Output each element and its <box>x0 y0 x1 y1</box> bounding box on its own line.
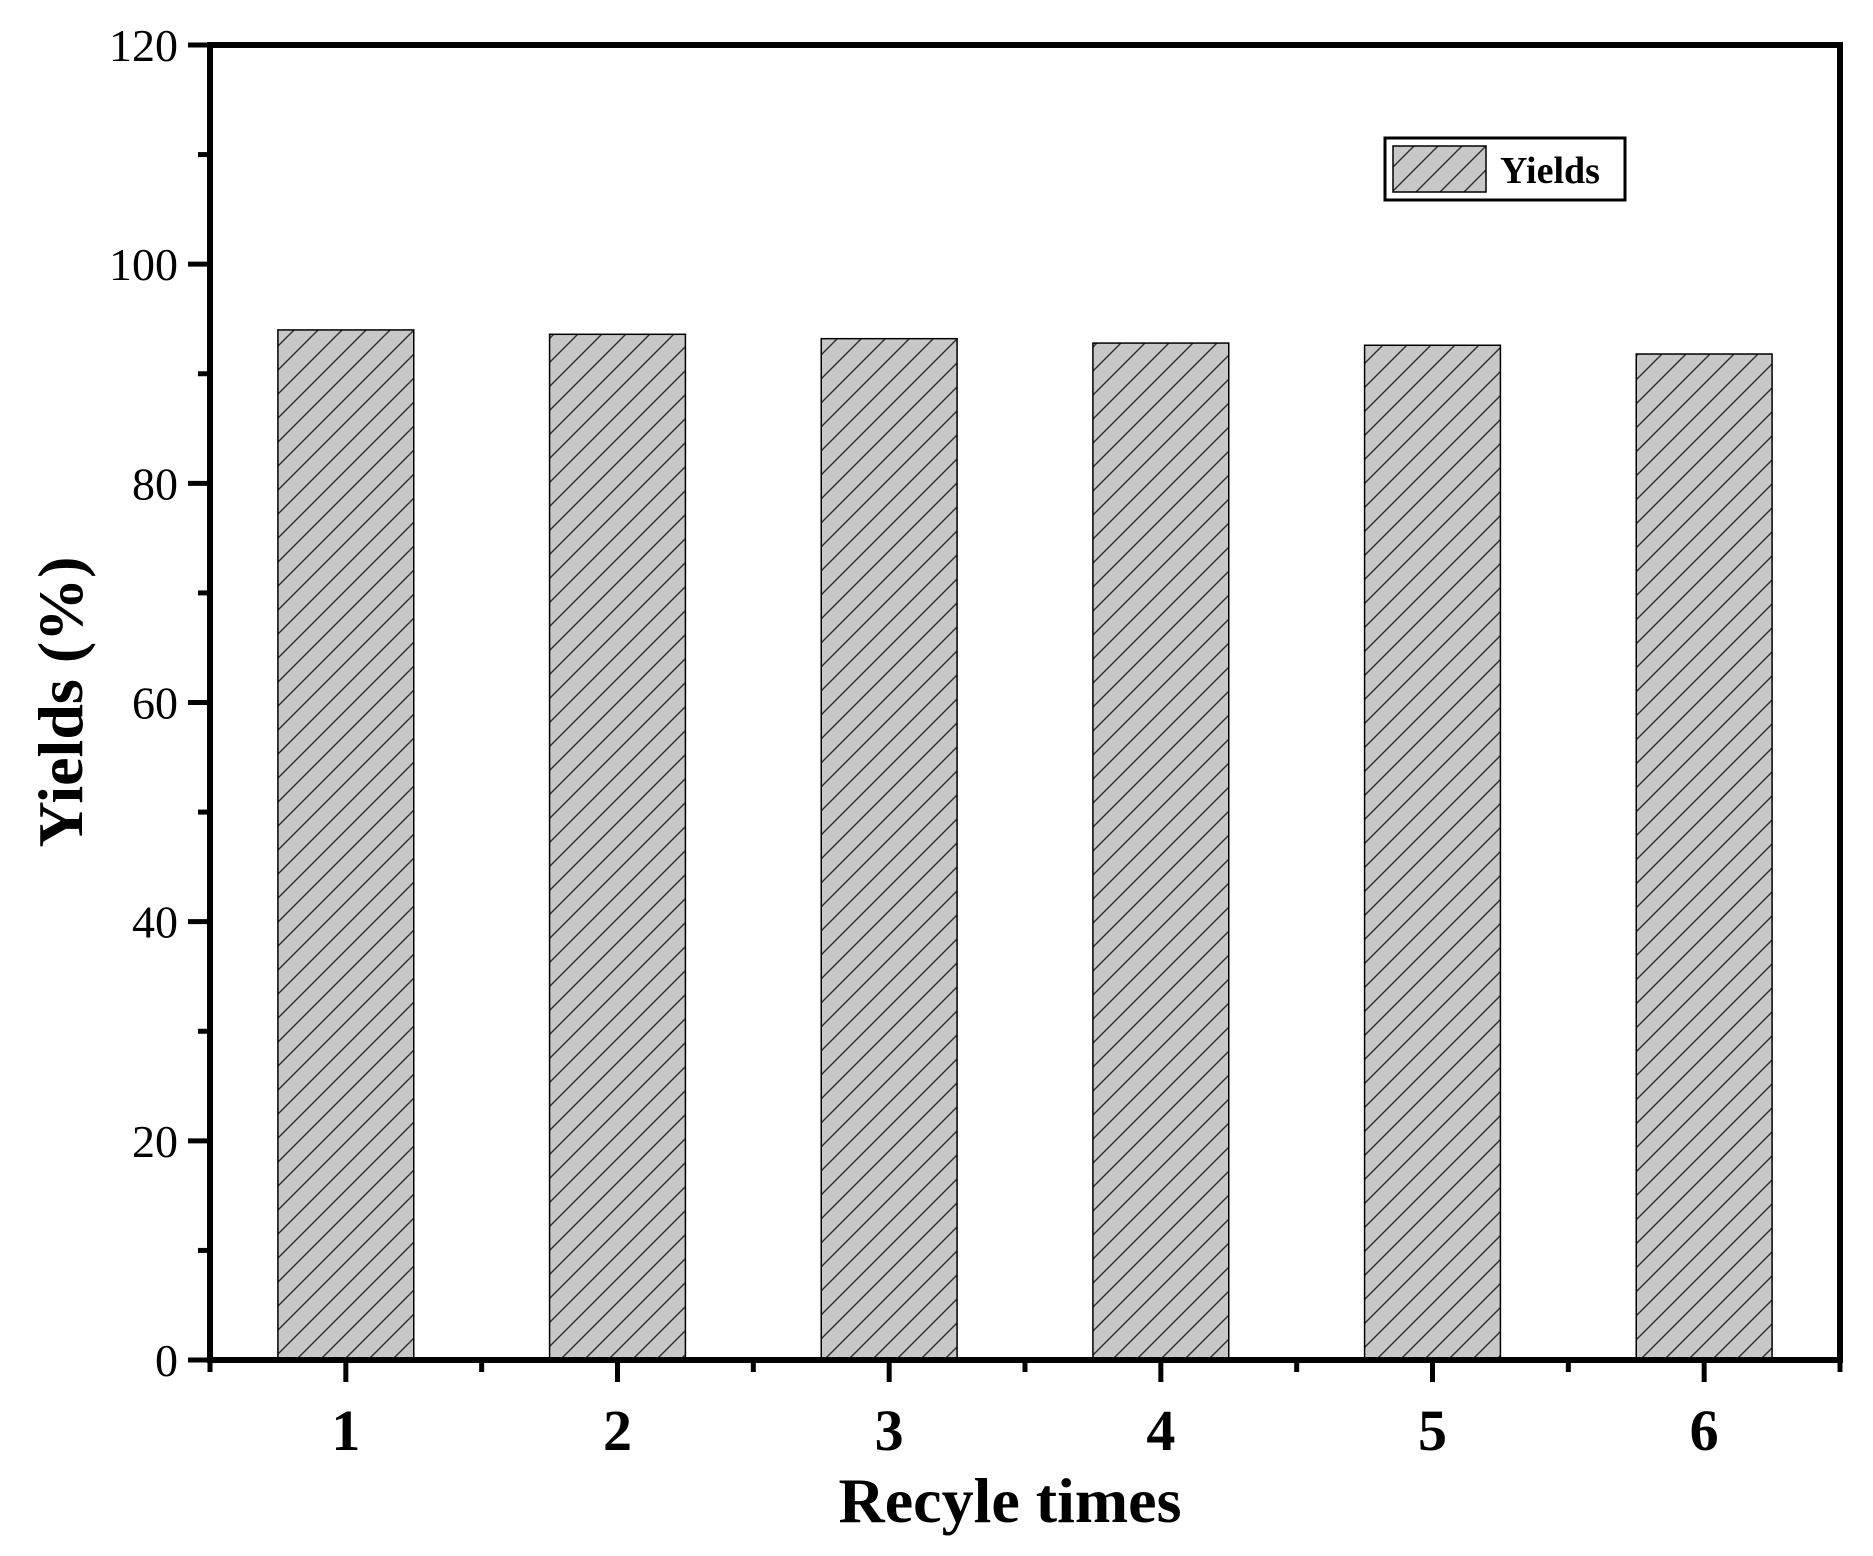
y-tick-label: 0 <box>155 1335 178 1386</box>
y-tick-label: 120 <box>109 20 178 71</box>
y-tick-label: 40 <box>132 897 178 948</box>
x-axis-title: Recyle times <box>839 1465 1182 1536</box>
x-axis-ticks: 1 2 3 4 5 6 <box>207 1360 1843 1463</box>
bar-3 <box>820 337 958 1361</box>
y-tick-label: 100 <box>109 239 178 290</box>
bars-layer <box>277 329 1773 1361</box>
x-tick-label: 2 <box>603 1398 632 1463</box>
y-tick-label: 20 <box>132 1116 178 1167</box>
x-tick-label: 6 <box>1690 1398 1719 1463</box>
x-tick-label: 4 <box>1146 1398 1175 1463</box>
legend-label: Yields <box>1500 150 1600 192</box>
bar-1 <box>277 329 415 1361</box>
legend-swatch <box>1392 145 1487 193</box>
y-axis-title: Yields (%) <box>25 557 96 848</box>
bar-5 <box>1363 344 1502 1361</box>
legend: Yields <box>1383 136 1627 202</box>
bar-2 <box>548 333 687 1361</box>
y-axis-ticks: 0 20 40 60 80 100 120 <box>109 20 210 1386</box>
x-tick-label: 3 <box>875 1398 904 1463</box>
bar-4 <box>1092 342 1230 1361</box>
x-tick-label: 1 <box>331 1398 360 1463</box>
y-tick-label: 60 <box>132 678 178 729</box>
bar-6 <box>1635 353 1773 1361</box>
plot-frame <box>207 42 1843 1363</box>
y-tick-label: 80 <box>132 458 178 509</box>
x-tick-label: 5 <box>1418 1398 1447 1463</box>
